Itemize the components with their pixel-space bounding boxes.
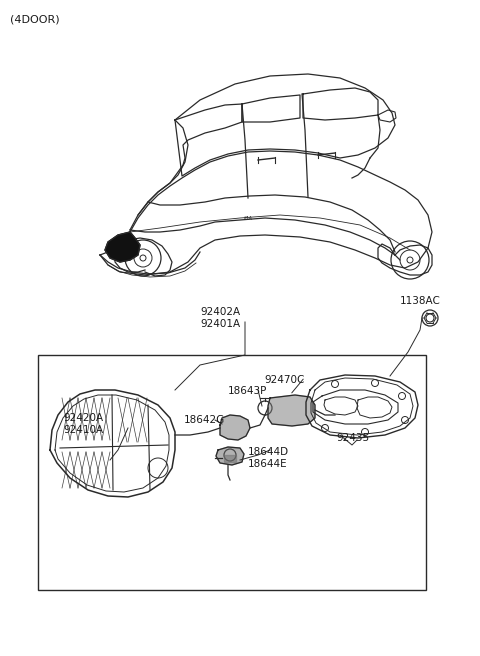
Text: 92435: 92435: [336, 433, 369, 443]
Polygon shape: [220, 415, 250, 440]
Text: 18643P: 18643P: [228, 386, 267, 396]
Text: 92410A: 92410A: [63, 425, 103, 435]
Polygon shape: [105, 232, 140, 262]
Text: 92470C: 92470C: [264, 375, 304, 385]
Text: 1138AC: 1138AC: [400, 296, 441, 306]
Text: KIA: KIA: [243, 216, 252, 220]
Text: 92402A: 92402A: [200, 307, 240, 317]
Text: 18644D: 18644D: [248, 447, 289, 457]
Polygon shape: [268, 395, 315, 426]
Text: 92401A: 92401A: [200, 319, 240, 329]
Text: 18644E: 18644E: [248, 459, 288, 469]
Bar: [38, 355, 426, 590]
Text: (4DOOR): (4DOOR): [10, 15, 60, 25]
Polygon shape: [216, 447, 244, 465]
Polygon shape: [224, 455, 236, 462]
Text: 18642G: 18642G: [184, 415, 225, 425]
Text: 92420A: 92420A: [63, 413, 103, 423]
